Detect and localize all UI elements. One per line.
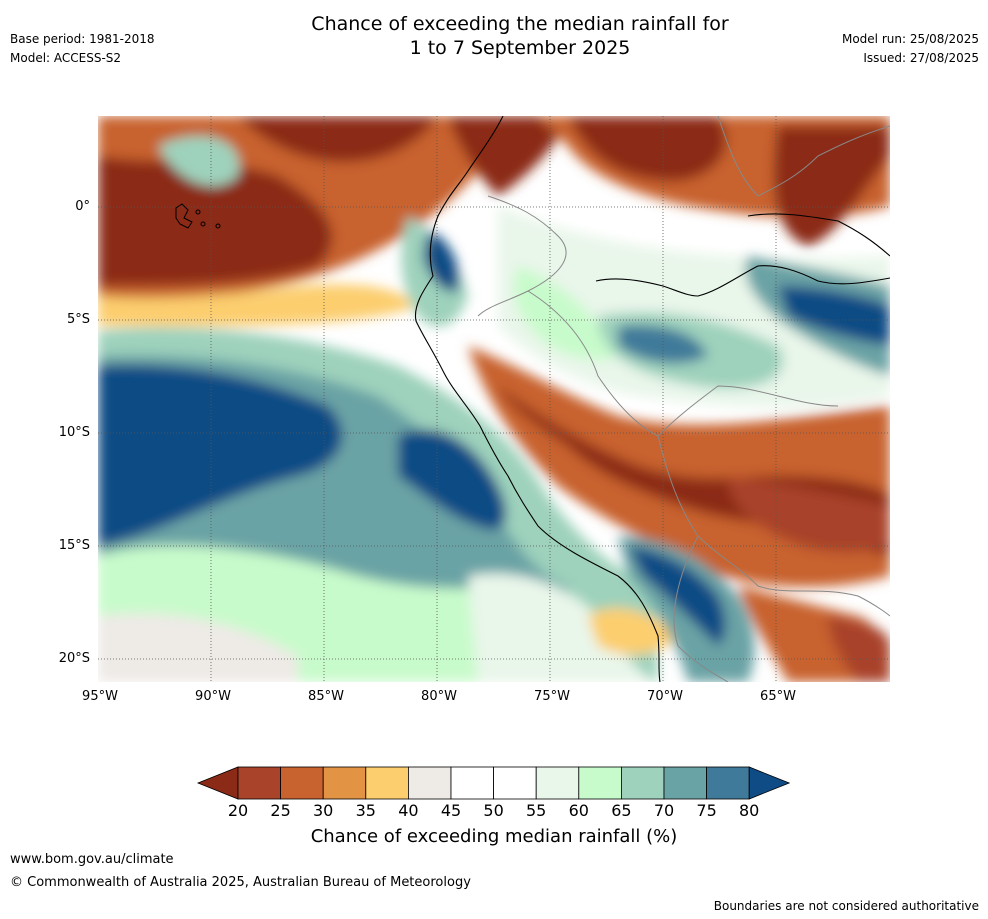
colorbar-segment <box>237 766 281 800</box>
colorbar <box>196 766 796 804</box>
colorbar-segment <box>407 766 452 800</box>
colorbar-tick-label: 65 <box>611 801 632 820</box>
colorbar-segment <box>706 766 750 800</box>
colorbar-tick-label: 60 <box>568 801 589 820</box>
colorbar-tick-label: 40 <box>398 801 419 820</box>
colorbar-segment <box>663 766 707 800</box>
lon-label-65w: 65°W <box>760 689 796 704</box>
colorbar-tick-label: 35 <box>355 801 376 820</box>
colorbar-tick-label: 20 <box>227 801 249 820</box>
probability-field <box>98 116 890 682</box>
colorbar-segment <box>535 766 580 800</box>
colorbar-tick-label: 25 <box>270 801 291 820</box>
colorbar-segment <box>280 766 324 800</box>
colorbar-segment <box>365 766 409 800</box>
lat-label-5s: 5°S <box>66 312 90 327</box>
colorbar-tick-label: 75 <box>696 801 717 820</box>
colorbar-extend-high <box>748 766 791 800</box>
colorbar-tick-label: 45 <box>440 801 462 820</box>
lat-label-15s: 15°S <box>58 538 90 553</box>
model-name: Model: ACCESS-S2 <box>10 51 122 65</box>
base-period: Base period: 1981-2018 <box>10 32 155 46</box>
issued-date: Issued: 27/08/2025 <box>863 51 979 65</box>
colorbar-segment <box>450 766 494 800</box>
graticule <box>98 116 890 682</box>
lon-label-85w: 85°W <box>308 689 344 704</box>
colorbar-segment <box>493 766 537 800</box>
colorbar-tick-label: 70 <box>653 801 675 820</box>
lon-label-80w: 80°W <box>421 689 457 704</box>
galapagos-islands <box>175 203 221 229</box>
colorbar-label: Chance of exceeding median rainfall (%) <box>310 826 678 847</box>
model-run-date: Model run: 25/08/2025 <box>841 32 979 46</box>
rainfall-map-svg <box>98 116 890 682</box>
lat-label-20s: 20°S <box>58 651 90 666</box>
website-link[interactable]: www.bom.gov.au/climate <box>10 852 174 867</box>
colorbar-extend-low <box>196 766 239 800</box>
colorbar-tick-label: 80 <box>739 801 760 820</box>
boundary-disclaimer: Boundaries are not considered authoritat… <box>713 899 979 913</box>
copyright-text: © Commonwealth of Australia 2025, Austra… <box>10 875 471 890</box>
title-line-2: 1 to 7 September 2025 <box>409 37 631 59</box>
lat-label-10s: 10°S <box>58 425 90 440</box>
country-borders <box>477 116 890 682</box>
colorbar-segment <box>620 766 665 800</box>
coastline <box>414 116 890 682</box>
lon-label-95w: 95°W <box>82 689 118 704</box>
colorbar-svg <box>196 766 791 800</box>
chart-title: Chance of exceeding the median rainfall … <box>0 12 988 60</box>
lon-label-90w: 90°W <box>195 689 231 704</box>
lat-label-0: 0° <box>75 199 90 214</box>
colorbar-tick-label: 50 <box>483 801 504 820</box>
rainfall-map <box>98 116 890 682</box>
lon-label-70w: 70°W <box>647 689 683 704</box>
colorbar-segment <box>322 766 367 800</box>
colorbar-tick-label: 30 <box>313 801 334 820</box>
colorbar-tick-label: 55 <box>526 801 547 820</box>
lon-label-75w: 75°W <box>534 689 570 704</box>
colorbar-segment <box>578 766 622 800</box>
title-line-1: Chance of exceeding the median rainfall … <box>311 13 729 35</box>
